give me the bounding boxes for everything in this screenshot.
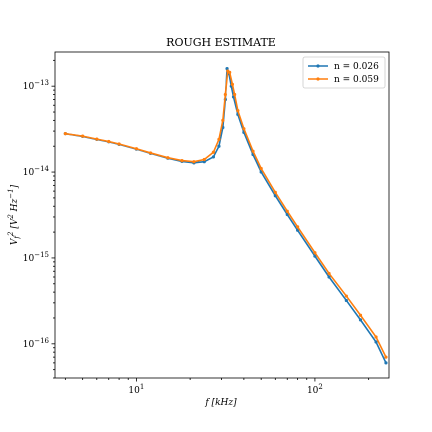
y-tick-label: 10−16 [23,337,50,350]
data-point [344,294,348,298]
data-point [180,158,184,163]
data-point [217,137,221,142]
data-point [313,251,317,255]
data-point [233,92,237,97]
data-point [285,209,289,213]
data-point [273,190,277,194]
data-point [221,118,225,122]
data-point [107,139,111,144]
data-point [259,166,263,171]
data-point [384,361,388,365]
data-point [251,149,255,153]
data-point [202,157,206,162]
data-point [166,156,170,160]
data-point [296,225,300,229]
series-1 [63,69,388,359]
data-point [223,92,227,97]
data-point [374,340,378,344]
y-tick-label: 10−13 [23,79,49,92]
y-tick-label: 10−15 [23,251,49,264]
data-point [225,67,229,71]
y-axis-label: Vf2 [V2 Hz−1] [7,184,21,245]
plot-area [54,51,390,379]
data-point [358,313,363,317]
data-point [327,275,331,279]
plot-frame [54,51,390,379]
data-point [374,335,378,339]
data-point [211,155,216,159]
x-axis-label: f [kHz] [204,398,237,408]
data-point [95,137,99,141]
data-point [148,151,153,155]
data-point [192,160,196,164]
legend-swatch-marker [316,77,320,81]
data-point [63,132,67,136]
data-point [81,134,85,138]
series-layer [63,67,388,365]
data-point [228,70,232,74]
y-axis-ticks: 10−16 10−15 10−14 10−13 [23,59,55,379]
x-tick-label: 101 [128,383,144,396]
data-point [384,355,388,359]
data-point [327,271,331,276]
data-point [134,147,138,151]
data-point [230,82,235,86]
data-point [242,127,246,131]
legend-label: n = 0.059 [334,75,379,85]
legend: n = 0.026 n = 0.059 [302,56,386,89]
x-axis-ticks: 101 102 [64,378,370,396]
data-point [236,108,240,113]
y-tick-label: 10−14 [23,165,50,178]
legend-box [302,56,386,89]
data-point [202,160,206,164]
data-point [217,144,221,148]
legend-label: n = 0.026 [334,62,379,72]
legend-swatch-marker [316,64,320,68]
data-point [211,150,216,154]
x-tick-label: 102 [307,383,323,396]
data-point [344,298,348,303]
chart-title: ROUGH ESTIMATE [166,36,276,49]
data-point [117,142,121,146]
data-point [313,254,317,258]
data-point [358,318,363,322]
